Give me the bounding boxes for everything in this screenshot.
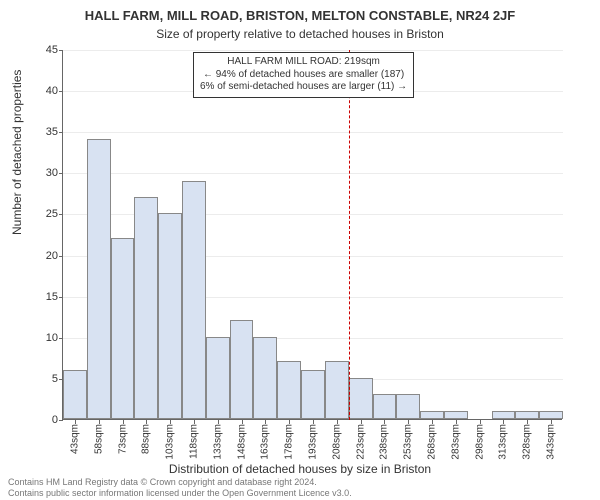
ytick-label: 15 (28, 291, 58, 303)
footer-line-2: Contains public sector information licen… (8, 488, 352, 498)
xtick-label: 298sqm (474, 424, 485, 460)
ytick-label: 25 (28, 208, 58, 220)
xtick-label: 178sqm (284, 424, 295, 460)
xtick-label: 118sqm (188, 424, 199, 459)
histogram-bar (230, 320, 254, 419)
chart-plot-area: 05101520253035404543sqm58sqm73sqm88sqm10… (62, 50, 562, 420)
xtick-label: 238sqm (379, 424, 390, 460)
histogram-bar (396, 394, 420, 419)
xtick-label: 328sqm (522, 424, 533, 460)
ytick-label: 20 (28, 250, 58, 262)
ytick-mark (59, 420, 63, 421)
ytick-label: 30 (28, 167, 58, 179)
chart-title-main: HALL FARM, MILL ROAD, BRISTON, MELTON CO… (0, 0, 600, 23)
ytick-mark (59, 50, 63, 51)
xtick-label: 163sqm (260, 424, 271, 460)
histogram-bar (182, 181, 206, 419)
xtick-label: 58sqm (93, 424, 104, 454)
gridline (63, 50, 563, 51)
xtick-label: 343sqm (546, 424, 557, 460)
histogram-bar (539, 411, 563, 419)
histogram-bar (515, 411, 539, 419)
ytick-label: 0 (28, 414, 58, 426)
y-axis-label: Number of detached properties (10, 70, 24, 235)
histogram-bar (277, 361, 301, 419)
ytick-mark (59, 214, 63, 215)
histogram-bar (158, 213, 182, 419)
ytick-label: 35 (28, 126, 58, 138)
histogram-bar (253, 337, 277, 419)
histogram-bar (301, 370, 325, 419)
histogram-bar (349, 378, 373, 419)
x-axis-label: Distribution of detached houses by size … (0, 462, 600, 476)
histogram-bar (111, 238, 135, 419)
xtick-label: 73sqm (117, 424, 128, 454)
ytick-mark (59, 256, 63, 257)
histogram-bar (420, 411, 444, 419)
xtick-label: 268sqm (427, 424, 438, 460)
histogram-bar (444, 411, 468, 419)
ytick-mark (59, 338, 63, 339)
xtick-label: 283sqm (450, 424, 461, 460)
footer-attribution: Contains HM Land Registry data © Crown c… (8, 477, 352, 498)
histogram-bar (87, 139, 111, 419)
ytick-mark (59, 91, 63, 92)
ytick-mark (59, 173, 63, 174)
gridline (63, 132, 563, 133)
xtick-label: 193sqm (308, 424, 319, 460)
annotation-line: ← 94% of detached houses are smaller (18… (200, 69, 407, 82)
ytick-label: 5 (28, 373, 58, 385)
xtick-label: 88sqm (141, 424, 152, 454)
xtick-label: 43sqm (69, 424, 80, 454)
xtick-label: 253sqm (403, 424, 414, 460)
histogram-bar (373, 394, 397, 419)
gridline (63, 173, 563, 174)
ytick-label: 40 (28, 85, 58, 97)
xtick-label: 223sqm (355, 424, 366, 460)
chart-title-sub: Size of property relative to detached ho… (0, 23, 600, 41)
ytick-label: 10 (28, 332, 58, 344)
ytick-mark (59, 132, 63, 133)
reference-line (349, 50, 350, 420)
ytick-mark (59, 297, 63, 298)
annotation-box: HALL FARM MILL ROAD: 219sqm← 94% of deta… (193, 52, 414, 98)
histogram-bar (206, 337, 230, 419)
histogram-bar (492, 411, 516, 419)
footer-line-1: Contains HM Land Registry data © Crown c… (8, 477, 352, 487)
annotation-line: 6% of semi-detached houses are larger (1… (200, 81, 407, 94)
xtick-label: 133sqm (212, 424, 223, 460)
ytick-label: 45 (28, 44, 58, 56)
plot-region: 05101520253035404543sqm58sqm73sqm88sqm10… (62, 50, 562, 420)
histogram-bar (134, 197, 158, 419)
histogram-bar (63, 370, 87, 419)
xtick-label: 148sqm (236, 424, 247, 460)
xtick-label: 103sqm (165, 424, 176, 460)
histogram-bar (325, 361, 349, 419)
xtick-label: 208sqm (331, 424, 342, 460)
annotation-line: HALL FARM MILL ROAD: 219sqm (200, 56, 407, 69)
xtick-label: 313sqm (498, 424, 509, 460)
